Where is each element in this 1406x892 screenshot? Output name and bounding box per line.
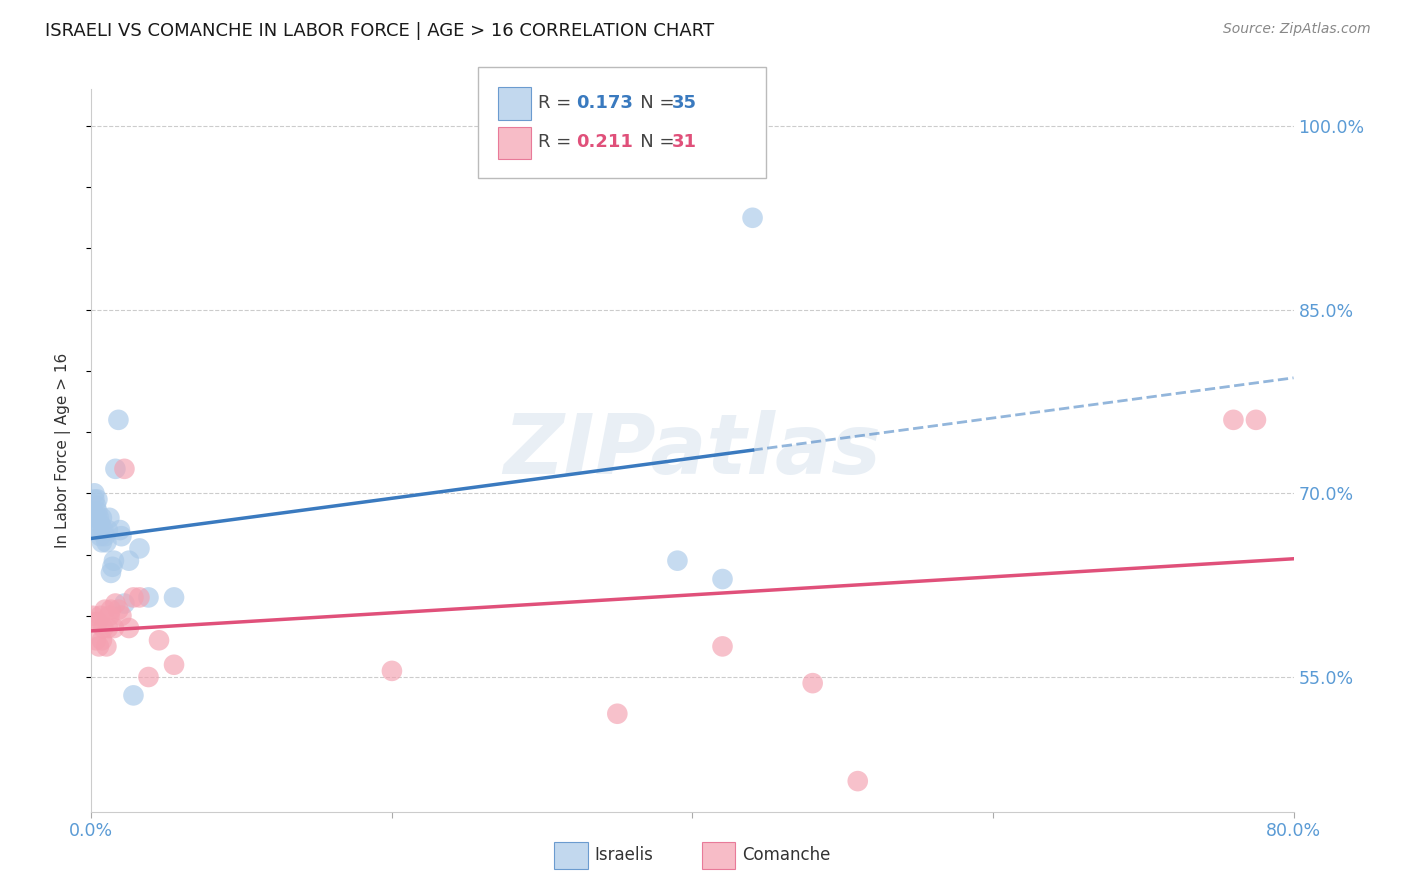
- Text: N =: N =: [623, 94, 681, 112]
- Point: [100, 566, 122, 580]
- Point: [163, 657, 186, 672]
- Text: 35: 35: [672, 94, 697, 112]
- Point: [84, 499, 107, 513]
- Point: [96, 640, 118, 654]
- Point: [138, 591, 160, 605]
- Point: [846, 774, 869, 789]
- Point: [128, 541, 150, 556]
- Point: [128, 591, 150, 605]
- Text: R =: R =: [538, 94, 578, 112]
- Point: [82, 608, 104, 623]
- Text: R =: R =: [538, 133, 578, 151]
- Point: [90, 535, 112, 549]
- Point: [87, 523, 110, 537]
- Point: [98, 511, 121, 525]
- Point: [801, 676, 824, 690]
- Point: [122, 591, 145, 605]
- Point: [97, 621, 120, 635]
- Point: [148, 633, 170, 648]
- Point: [1222, 413, 1244, 427]
- Point: [86, 492, 108, 507]
- Point: [107, 413, 129, 427]
- Y-axis label: In Labor Force | Age > 16: In Labor Force | Age > 16: [55, 353, 70, 548]
- Point: [606, 706, 628, 721]
- Point: [94, 602, 117, 616]
- Point: [1244, 413, 1267, 427]
- Point: [86, 615, 108, 629]
- Point: [114, 597, 136, 611]
- Point: [122, 689, 145, 703]
- Point: [83, 615, 105, 629]
- Point: [101, 559, 124, 574]
- Point: [84, 511, 107, 525]
- Point: [89, 529, 111, 543]
- Text: Israelis: Israelis: [595, 847, 654, 864]
- Text: ZIPatlas: ZIPatlas: [503, 410, 882, 491]
- Point: [87, 511, 110, 525]
- Point: [83, 486, 105, 500]
- Point: [87, 640, 110, 654]
- Text: N =: N =: [623, 133, 681, 151]
- Point: [98, 608, 121, 623]
- Point: [114, 462, 136, 476]
- Point: [711, 640, 734, 654]
- Point: [82, 505, 104, 519]
- Point: [118, 621, 141, 635]
- Text: 31: 31: [672, 133, 697, 151]
- Point: [666, 554, 689, 568]
- Point: [90, 633, 112, 648]
- Point: [93, 621, 115, 635]
- Point: [104, 462, 127, 476]
- Point: [110, 529, 132, 543]
- Point: [96, 535, 118, 549]
- Point: [103, 621, 125, 635]
- Point: [163, 591, 186, 605]
- Point: [108, 523, 131, 537]
- Point: [138, 670, 160, 684]
- Point: [741, 211, 763, 225]
- Point: [381, 664, 404, 678]
- Text: 0.173: 0.173: [576, 94, 633, 112]
- Text: 0.211: 0.211: [576, 133, 633, 151]
- Point: [711, 572, 734, 586]
- Point: [86, 505, 108, 519]
- Point: [100, 602, 122, 616]
- Point: [89, 516, 111, 531]
- Point: [84, 523, 107, 537]
- Point: [110, 608, 132, 623]
- Point: [90, 511, 112, 525]
- Point: [89, 608, 111, 623]
- Point: [107, 602, 129, 616]
- Text: ISRAELI VS COMANCHE IN LABOR FORCE | AGE > 16 CORRELATION CHART: ISRAELI VS COMANCHE IN LABOR FORCE | AGE…: [45, 22, 714, 40]
- Point: [97, 523, 120, 537]
- Point: [94, 529, 117, 543]
- Point: [104, 597, 127, 611]
- Text: Source: ZipAtlas.com: Source: ZipAtlas.com: [1223, 22, 1371, 37]
- Point: [93, 523, 115, 537]
- Text: Comanche: Comanche: [742, 847, 831, 864]
- Point: [83, 492, 105, 507]
- Point: [118, 554, 141, 568]
- Point: [84, 633, 107, 648]
- Point: [103, 554, 125, 568]
